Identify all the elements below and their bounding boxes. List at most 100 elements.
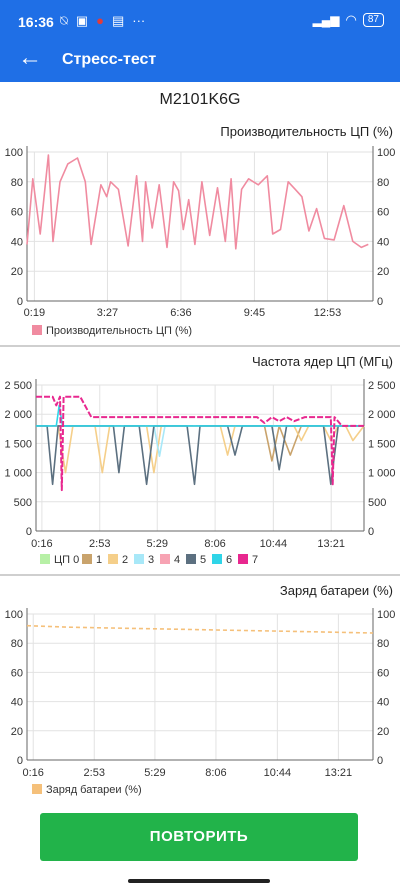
chart-divider xyxy=(0,345,400,347)
x-tick-label: 0:16 xyxy=(31,538,52,550)
y-tick-label-left: 100 xyxy=(5,609,23,621)
x-tick-label: 13:21 xyxy=(325,767,353,779)
y-tick-label-left: 20 xyxy=(11,726,23,738)
x-tick-label: 0:19 xyxy=(24,307,45,319)
y-tick-label-right: 2 500 xyxy=(368,380,396,392)
y-tick-label-left: 60 xyxy=(11,207,23,219)
legend-swatch xyxy=(134,554,144,564)
y-tick-label-left: 20 xyxy=(11,266,23,278)
chart-divider xyxy=(0,574,400,576)
battery-chart-panel: Заряд батареи (%) 0 0 20 20 40 40 60 60 80 80 100 10… xyxy=(0,576,400,804)
y-tick-label-left: 80 xyxy=(11,177,23,189)
status-bar: 16:36 ⍉ ▣ ● ▤ ··· ▂▄▆ ◠ 87 xyxy=(0,0,400,38)
legend-label: 1 xyxy=(96,554,102,566)
trash-icon: ▤ xyxy=(111,13,125,28)
chart-title: Заряд батареи (%) xyxy=(280,583,393,598)
y-tick-label-left: 40 xyxy=(11,697,23,709)
chart-title: Частота ядер ЦП (МГц) xyxy=(252,354,393,369)
legend-swatch xyxy=(108,554,118,564)
x-tick-label: 6:36 xyxy=(170,307,191,319)
y-tick-label-right: 20 xyxy=(377,266,389,278)
legend-label: 6 xyxy=(226,554,232,566)
series-line xyxy=(26,154,369,250)
y-tick-label-left: 1 000 xyxy=(4,468,32,480)
legend-label: Заряд батареи (%) xyxy=(46,784,142,796)
x-tick-label: 8:06 xyxy=(204,538,225,550)
app-notification-icon: ● xyxy=(96,13,104,28)
y-tick-label-right: 40 xyxy=(377,236,389,248)
y-tick-label-right: 1 000 xyxy=(368,468,396,480)
y-tick-label-left: 0 xyxy=(17,755,23,767)
x-tick-label: 2:53 xyxy=(89,538,110,550)
y-tick-label-left: 0 xyxy=(26,526,32,538)
app-bar: ← Стресс-тест xyxy=(0,38,400,82)
y-tick-label-right: 80 xyxy=(377,177,389,189)
x-tick-label: 13:21 xyxy=(317,538,345,550)
y-tick-label-right: 60 xyxy=(377,207,389,219)
legend-swatch xyxy=(32,784,42,794)
legend-swatch xyxy=(238,554,248,564)
status-system-icons: ▂▄▆ ◠ 87 xyxy=(313,12,384,28)
legend-label: Производительность ЦП (%) xyxy=(46,325,192,337)
y-tick-label-right: 60 xyxy=(377,667,389,679)
x-tick-label: 10:44 xyxy=(260,538,288,550)
x-tick-label: 12:53 xyxy=(314,307,342,319)
y-tick-label-right: 1 500 xyxy=(368,438,396,450)
legend-swatch xyxy=(40,554,50,564)
page-title: Стресс-тест xyxy=(62,51,157,68)
wifi-icon: ◠ xyxy=(345,12,357,27)
battery-icon: 87 xyxy=(362,13,384,27)
legend-swatch xyxy=(82,554,92,564)
y-tick-label-right: 0 xyxy=(377,296,383,308)
legend-swatch xyxy=(186,554,196,564)
back-arrow-icon[interactable]: ← xyxy=(18,44,42,71)
cpu-performance-chart: Производительность ЦП (%) 0 0 20 20 40 40 60 60 8… xyxy=(5,124,396,337)
legend-label: 5 xyxy=(200,554,206,566)
legend-swatch xyxy=(32,325,42,335)
cpu-frequency-chart-panel: Частота ядер ЦП (МГц) 0 0 500 500 1 000 1 000 1… xyxy=(0,347,400,573)
y-tick-label-right: 2 000 xyxy=(368,409,396,421)
legend-label: 4 xyxy=(174,554,180,566)
status-time: 16:36 xyxy=(18,14,54,30)
cpu-performance-chart-panel: Производительность ЦП (%) 0 0 20 20 40 40 60 60 8… xyxy=(0,118,400,344)
x-tick-label: 10:44 xyxy=(264,767,292,779)
y-tick-label-left: 100 xyxy=(5,147,23,159)
y-tick-label-right: 100 xyxy=(377,609,395,621)
legend-label: ЦП 0 xyxy=(54,554,79,566)
y-tick-label-left: 40 xyxy=(11,236,23,248)
y-tick-label-left: 80 xyxy=(11,638,23,650)
y-tick-label-right: 100 xyxy=(377,147,395,159)
x-tick-label: 5:29 xyxy=(144,767,165,779)
y-tick-label-right: 20 xyxy=(377,726,389,738)
repeat-button[interactable]: ПОВТОРИТЬ xyxy=(40,813,358,861)
y-tick-label-right: 0 xyxy=(377,755,383,767)
legend-label: 3 xyxy=(148,554,154,566)
y-tick-label-right: 0 xyxy=(368,526,374,538)
y-tick-label-right: 500 xyxy=(368,497,386,509)
status-notification-icons: ⍉ ▣ ● ▤ ··· xyxy=(60,12,145,30)
battery-chart: Заряд батареи (%) 0 0 20 20 40 40 60 60 80 80 100 10… xyxy=(5,583,396,796)
cpu-frequency-chart: Частота ядер ЦП (МГц) 0 0 500 500 1 000 1 000 1… xyxy=(4,354,396,566)
x-tick-label: 5:29 xyxy=(147,538,168,550)
y-tick-label-right: 80 xyxy=(377,638,389,650)
x-tick-label: 8:06 xyxy=(205,767,226,779)
y-tick-label-left: 60 xyxy=(11,667,23,679)
y-tick-label-left: 1 500 xyxy=(4,438,32,450)
legend-label: 7 xyxy=(252,554,258,566)
signal-icon: ▂▄▆ xyxy=(312,13,340,27)
gesture-nav-bar[interactable] xyxy=(128,879,270,883)
x-tick-label: 2:53 xyxy=(84,767,105,779)
x-tick-label: 9:45 xyxy=(244,307,265,319)
y-tick-label-left: 2 000 xyxy=(4,409,32,421)
x-tick-label: 3:27 xyxy=(97,307,118,319)
series-line xyxy=(36,425,364,486)
more-dots-icon: ··· xyxy=(132,13,146,28)
gamepad-icon: ▣ xyxy=(75,13,89,28)
chart-title: Производительность ЦП (%) xyxy=(220,124,393,139)
legend-label: 2 xyxy=(122,554,128,566)
series-line xyxy=(36,395,364,492)
x-tick-label: 0:16 xyxy=(23,767,44,779)
series-line xyxy=(36,404,364,427)
y-tick-label-left: 0 xyxy=(17,296,23,308)
y-tick-label-right: 40 xyxy=(377,697,389,709)
